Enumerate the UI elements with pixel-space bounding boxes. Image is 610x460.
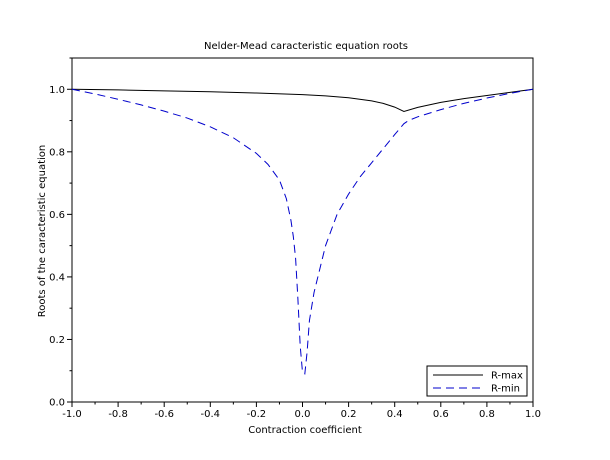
y-axis-label: Roots of the caracteristic equation (37, 145, 48, 318)
x-tick-label: -0.4 (201, 409, 221, 420)
axes: -1.0 -0.8 -0.6 -0.4 -0.2 0.0 0.2 0.4 0.6 0.8 1.0 0.… (49, 57, 541, 420)
y-tick-label: 0.4 (49, 272, 65, 283)
y-tick-label: 0.2 (49, 335, 65, 346)
x-tick-label: 0.6 (433, 409, 449, 420)
y-tick-label: 1.0 (49, 85, 65, 96)
x-tick-label: -0.2 (247, 409, 267, 420)
x-tick-label: -0.8 (108, 409, 128, 420)
series-line-r-max (71, 88, 534, 113)
y-tick-label: 0.0 (49, 398, 65, 409)
legend-box (426, 365, 528, 397)
x-tick-label: -0.6 (154, 409, 174, 420)
chart-title: Nelder-Mead caracteristic equation roots (204, 41, 408, 52)
x-tick-label: 0.8 (479, 409, 495, 420)
legend: R-max R-min (426, 365, 528, 397)
plot-frame (71, 57, 534, 403)
y-tick-label: 0.6 (49, 210, 65, 221)
series-line-r-min (71, 88, 534, 375)
x-tick-label: 0.2 (341, 409, 357, 420)
legend-label-r-max: R-max (491, 371, 523, 382)
y-tick-label: 0.8 (49, 147, 65, 158)
x-axis-label: Contraction coefficient (248, 425, 362, 436)
x-tick-label: 0.4 (387, 409, 403, 420)
plot-lines (71, 88, 534, 375)
legend-label-r-min: R-min (491, 384, 520, 395)
x-tick-label: -1.0 (62, 409, 82, 420)
x-tick-label: 1.0 (525, 409, 541, 420)
x-tick-label: 0.0 (295, 409, 311, 420)
